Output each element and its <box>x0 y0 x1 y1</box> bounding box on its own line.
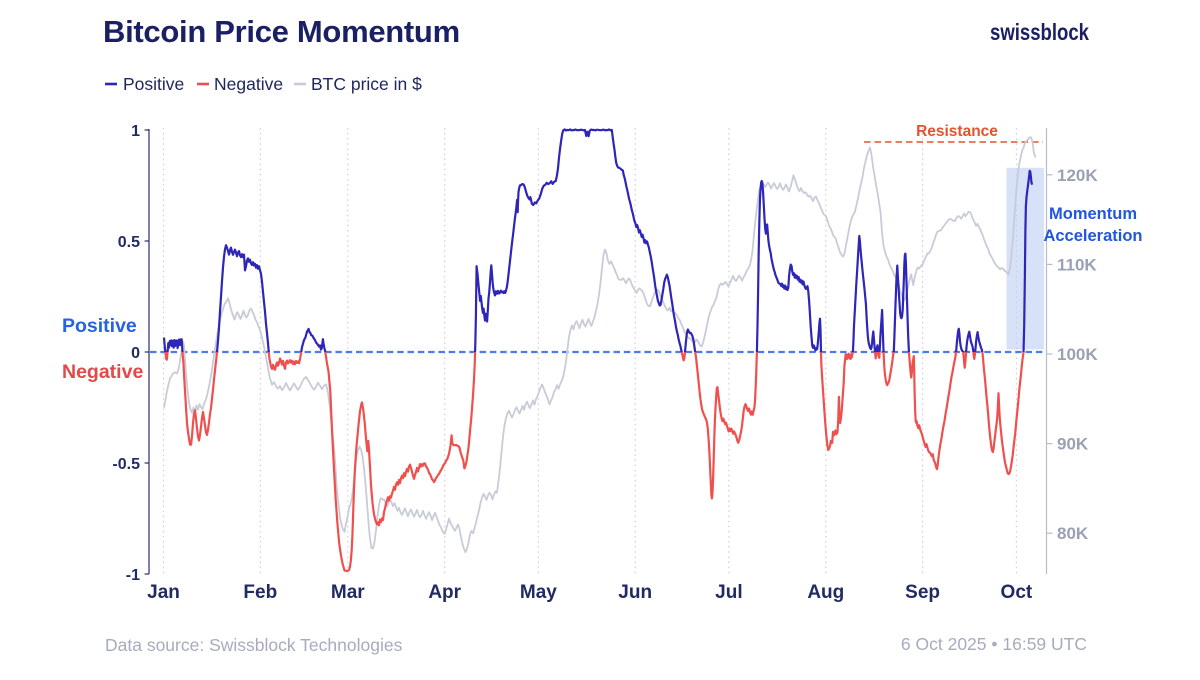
svg-text:Resistance: Resistance <box>916 123 998 140</box>
svg-text:-0.5: -0.5 <box>112 456 140 473</box>
svg-text:90K: 90K <box>1057 435 1089 454</box>
svg-text:Positive: Positive <box>123 74 184 94</box>
svg-text:May: May <box>520 582 557 603</box>
svg-text:110K: 110K <box>1057 255 1097 274</box>
svg-text:Oct: Oct <box>1001 582 1033 603</box>
svg-text:Jul: Jul <box>715 582 742 603</box>
svg-text:BTC price in $: BTC price in $ <box>311 74 422 94</box>
svg-text:1: 1 <box>131 123 140 140</box>
svg-text:80K: 80K <box>1057 524 1089 543</box>
svg-text:Negative: Negative <box>214 74 283 94</box>
svg-text:Momentum: Momentum <box>1049 205 1137 223</box>
svg-text:Positive: Positive <box>62 315 137 337</box>
svg-text:Bitcoin Price Momentum: Bitcoin Price Momentum <box>103 14 460 49</box>
svg-text:Aug: Aug <box>807 582 844 603</box>
svg-text:120K: 120K <box>1057 166 1098 185</box>
svg-text:swissblock: swissblock <box>990 19 1089 45</box>
svg-text:-1: -1 <box>126 567 140 584</box>
svg-text:Jan: Jan <box>147 582 180 603</box>
svg-text:0: 0 <box>131 345 140 362</box>
svg-text:Negative: Negative <box>62 361 143 383</box>
svg-text:Data source: Swissblock Techno: Data source: Swissblock Technologies <box>105 635 403 655</box>
svg-text:Jun: Jun <box>618 582 652 603</box>
svg-text:Sep: Sep <box>905 582 940 603</box>
svg-text:Mar: Mar <box>331 582 365 603</box>
svg-text:Feb: Feb <box>243 582 277 603</box>
svg-text:Acceleration: Acceleration <box>1043 227 1142 245</box>
svg-text:Apr: Apr <box>428 582 461 603</box>
svg-text:6 Oct 2025 • 16:59 UTC: 6 Oct 2025 • 16:59 UTC <box>901 634 1087 654</box>
svg-text:0.5: 0.5 <box>118 234 140 251</box>
svg-text:100K: 100K <box>1057 345 1098 364</box>
